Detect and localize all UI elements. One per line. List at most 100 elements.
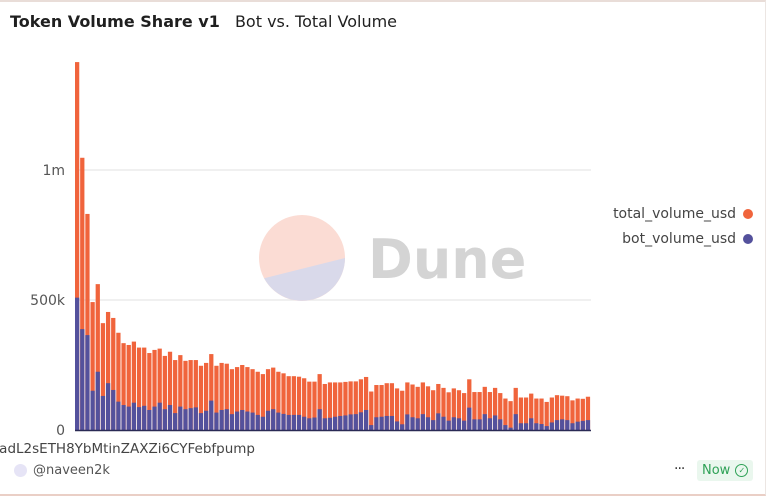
bot-volume-bar[interactable] — [585, 420, 591, 430]
total-volume-bar[interactable] — [585, 396, 591, 430]
bot-volume-bar[interactable] — [441, 416, 446, 430]
total-volume-bar[interactable] — [121, 343, 126, 430]
total-volume-bar[interactable] — [307, 381, 312, 430]
bot-volume-bar[interactable] — [462, 420, 467, 430]
total-volume-bar[interactable] — [389, 383, 395, 430]
bot-volume-bar[interactable] — [410, 417, 415, 430]
total-volume-bar[interactable] — [554, 395, 560, 430]
total-volume-bar[interactable] — [105, 311, 111, 430]
total-volume-bar[interactable] — [126, 344, 131, 430]
bot-volume-bar[interactable] — [142, 405, 147, 430]
total-volume-bar[interactable] — [436, 383, 441, 430]
total-volume-bar[interactable] — [369, 391, 374, 430]
total-volume-bar[interactable] — [173, 360, 178, 430]
total-volume-bar[interactable] — [131, 341, 137, 430]
bot-volume-bar[interactable] — [111, 389, 116, 430]
total-volume-bar[interactable] — [456, 390, 462, 430]
bot-volume-bar[interactable] — [358, 412, 364, 430]
total-volume-bar[interactable] — [188, 360, 193, 430]
total-volume-bar[interactable] — [234, 367, 240, 430]
bot-volume-bar[interactable] — [513, 414, 518, 430]
total-volume-bar[interactable] — [240, 365, 245, 430]
bot-volume-bar[interactable] — [451, 417, 456, 430]
total-volume-bar[interactable] — [245, 367, 250, 430]
bot-volume-bar[interactable] — [374, 417, 379, 430]
total-volume-bar[interactable] — [219, 362, 224, 430]
total-volume-bar[interactable] — [374, 385, 379, 430]
bot-volume-bar[interactable] — [152, 406, 157, 430]
bot-volume-bar[interactable] — [312, 417, 317, 430]
total-volume-bar[interactable] — [167, 351, 173, 430]
total-volume-bar[interactable] — [431, 390, 436, 430]
bot-volume-bar[interactable] — [229, 414, 235, 430]
total-volume-bar[interactable] — [420, 382, 425, 430]
bot-volume-bar[interactable] — [209, 400, 214, 430]
total-volume-bar[interactable] — [333, 382, 338, 430]
total-volume-bar[interactable] — [410, 384, 415, 431]
bot-volume-bar[interactable] — [219, 409, 224, 430]
bot-volume-bar[interactable] — [580, 420, 585, 430]
bot-volume-bar[interactable] — [286, 414, 291, 430]
bot-volume-bar[interactable] — [240, 409, 245, 430]
total-volume-bar[interactable] — [250, 369, 255, 430]
total-volume-bar[interactable] — [400, 390, 405, 430]
total-volume-bar[interactable] — [224, 363, 229, 430]
total-volume-bar[interactable] — [539, 398, 544, 430]
bot-volume-bar[interactable] — [204, 410, 209, 430]
bot-volume-bar[interactable] — [126, 406, 131, 430]
total-volume-bar[interactable] — [111, 317, 116, 430]
total-volume-bar[interactable] — [178, 355, 183, 430]
bot-volume-bar[interactable] — [549, 422, 554, 430]
bot-volume-bar[interactable] — [539, 424, 544, 430]
bot-volume-bar[interactable] — [394, 421, 400, 430]
total-volume-bar[interactable] — [229, 369, 235, 430]
author-link[interactable]: @naveen2k — [14, 463, 110, 478]
bot-volume-bar[interactable] — [363, 409, 369, 430]
total-volume-bar[interactable] — [534, 398, 539, 430]
bot-volume-bar[interactable] — [281, 413, 286, 430]
total-volume-bar[interactable] — [513, 387, 518, 430]
total-volume-bar[interactable] — [441, 387, 446, 430]
total-volume-bar[interactable] — [116, 332, 121, 430]
total-volume-bar[interactable] — [100, 323, 106, 430]
bot-volume-bar[interactable] — [250, 412, 255, 430]
bot-volume-bar[interactable] — [178, 406, 183, 430]
bot-volume-bar[interactable] — [95, 371, 100, 430]
bot-volume-bar[interactable] — [379, 416, 384, 430]
bot-volume-bar[interactable] — [384, 415, 389, 430]
bot-volume-bar[interactable] — [570, 423, 575, 430]
total-volume-bar[interactable] — [209, 354, 214, 430]
bot-volume-bar[interactable] — [518, 423, 524, 430]
bot-volume-bar[interactable] — [100, 395, 106, 430]
bot-volume-bar[interactable] — [503, 425, 508, 430]
bot-volume-bar[interactable] — [224, 409, 229, 430]
bot-volume-bar[interactable] — [389, 415, 395, 430]
total-volume-bar[interactable] — [560, 395, 565, 430]
bot-volume-bar[interactable] — [327, 417, 333, 430]
total-volume-bar[interactable] — [317, 374, 322, 430]
bot-volume-bar[interactable] — [338, 415, 343, 430]
bot-volume-bar[interactable] — [534, 423, 539, 430]
legend-item-bot[interactable]: bot_volume_usd — [613, 226, 753, 251]
total-volume-bar[interactable] — [322, 383, 327, 430]
total-volume-bar[interactable] — [327, 382, 333, 430]
total-volume-bar[interactable] — [523, 397, 529, 431]
bot-volume-bar[interactable] — [322, 418, 327, 430]
total-volume-bar[interactable] — [302, 378, 307, 430]
total-volume-bar[interactable] — [405, 382, 410, 430]
total-volume-bar[interactable] — [353, 381, 358, 430]
bot-volume-bar[interactable] — [472, 419, 477, 430]
total-volume-bar[interactable] — [529, 393, 534, 430]
bot-volume-bar[interactable] — [456, 418, 462, 430]
total-volume-bar[interactable] — [477, 392, 482, 430]
total-volume-bar[interactable] — [296, 376, 302, 430]
total-volume-bar[interactable] — [580, 398, 585, 430]
bot-volume-bar[interactable] — [317, 409, 322, 430]
bot-volume-bar[interactable] — [162, 409, 167, 430]
bot-volume-bar[interactable] — [523, 423, 529, 430]
bot-volume-bar[interactable] — [487, 418, 493, 430]
total-volume-bar[interactable] — [291, 376, 296, 430]
total-volume-bar[interactable] — [276, 371, 281, 430]
total-volume-bar[interactable] — [384, 383, 389, 430]
total-volume-bar[interactable] — [162, 355, 167, 430]
